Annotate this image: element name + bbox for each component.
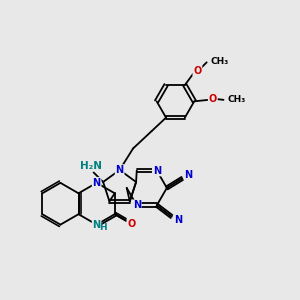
Text: H₂N: H₂N (80, 161, 102, 171)
Text: N: N (184, 170, 192, 180)
Text: N: N (93, 178, 101, 188)
Text: N: N (93, 220, 101, 230)
Text: N: N (174, 215, 182, 225)
Text: N: N (133, 200, 141, 210)
Text: O: O (209, 94, 217, 104)
Text: N: N (153, 166, 161, 176)
Text: O: O (127, 219, 136, 229)
Text: H: H (99, 223, 107, 232)
Text: CH₃: CH₃ (210, 57, 229, 66)
Text: N: N (116, 165, 124, 175)
Text: CH₃: CH₃ (227, 95, 245, 104)
Text: O: O (193, 66, 202, 76)
